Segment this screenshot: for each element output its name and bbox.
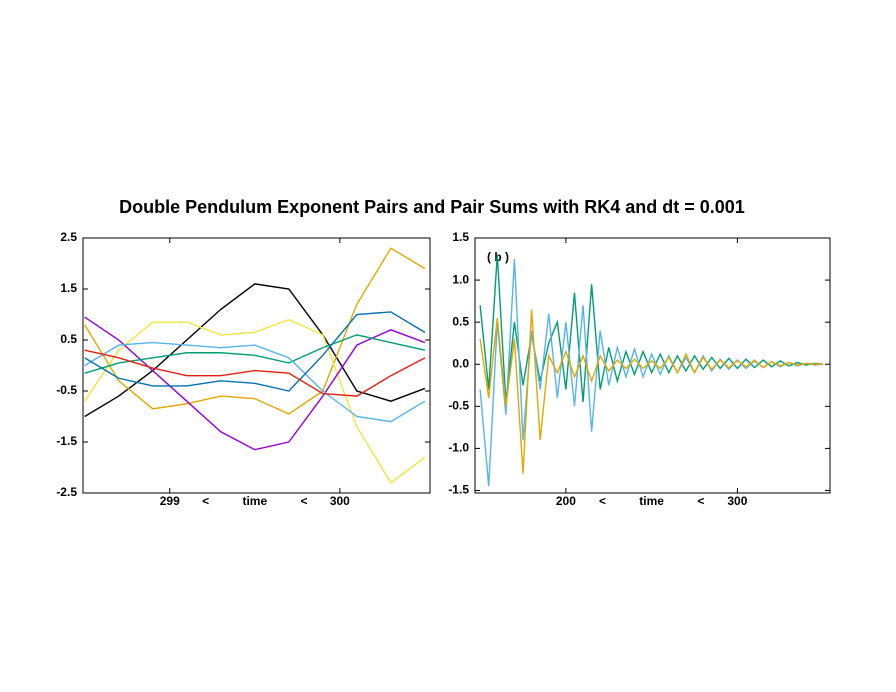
- x-tick-label: 200: [556, 494, 576, 508]
- x-tick-label: 300: [330, 494, 350, 508]
- series-line: [479, 309, 824, 474]
- x-axis-label: < time <: [599, 494, 704, 508]
- y-tick-label: -0.5: [448, 398, 469, 412]
- series-line: [84, 247, 426, 415]
- x-tick-label: 299: [160, 494, 180, 508]
- x-axis-label: < time <: [202, 494, 307, 508]
- series-line: [84, 283, 426, 418]
- y-tick-label: 1.5: [60, 281, 77, 295]
- series-line: [84, 334, 426, 374]
- chart-title: Double Pendulum Exponent Pairs and Pair …: [119, 197, 745, 217]
- plot-frame: [82, 237, 431, 494]
- y-tick-label: 2.5: [60, 230, 77, 244]
- series-line: [84, 311, 426, 392]
- plot-frame: [474, 237, 831, 494]
- series-line: [84, 341, 426, 423]
- y-tick-label: -2.5: [56, 485, 77, 499]
- y-tick-label: 0.5: [60, 332, 77, 346]
- y-tick-label: 1.0: [452, 272, 469, 286]
- series-line: [84, 316, 426, 451]
- series-line: [479, 254, 824, 403]
- y-tick-label: 0.5: [452, 314, 469, 328]
- y-tick-label: -1.5: [56, 434, 77, 448]
- series-line: [84, 349, 426, 397]
- x-tick-label: 300: [727, 494, 747, 508]
- y-tick-label: -0.5: [56, 383, 77, 397]
- y-tick-label: 1.5: [452, 230, 469, 244]
- y-tick-label: 0.0: [452, 356, 469, 370]
- y-tick-label: -1.5: [448, 483, 469, 497]
- y-tick-label: -1.0: [448, 441, 469, 455]
- series-line: [84, 318, 426, 484]
